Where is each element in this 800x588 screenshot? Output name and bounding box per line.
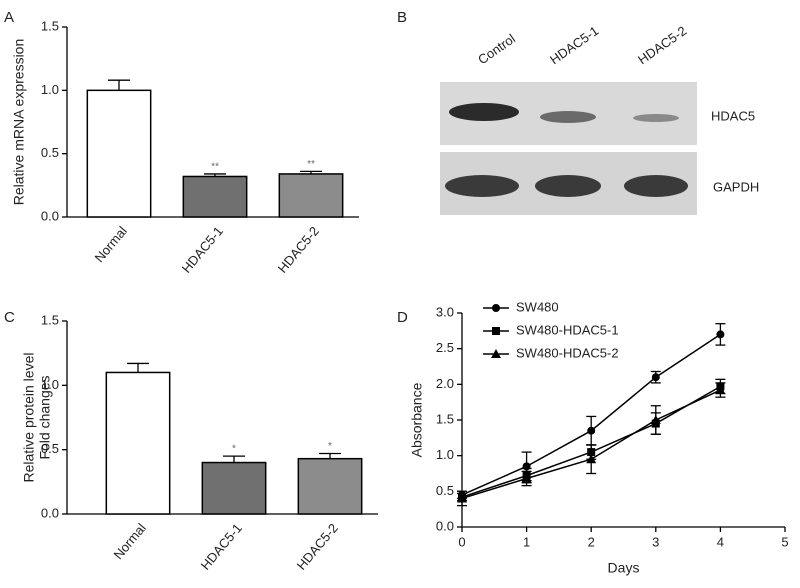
y-tick-label: 0.5 [41, 145, 59, 160]
bar [201, 461, 267, 515]
marker [491, 349, 501, 358]
band-label: HDAC5 [711, 108, 755, 123]
marker [650, 415, 661, 424]
y-tick-label: 0.5 [41, 441, 59, 456]
lane-label: HDAC5-1 [547, 23, 601, 67]
annotation: * [232, 444, 236, 455]
marker [715, 385, 726, 395]
panel-label: B [397, 9, 407, 26]
y-tick-label: 0.0 [41, 208, 59, 223]
x-tick-label: 3 [652, 534, 659, 549]
bar [278, 173, 344, 218]
y-axis-label: Relative mRNA expression [11, 39, 27, 206]
y-tick-label: 1.5 [436, 411, 454, 426]
bar [297, 457, 363, 515]
band-label: GAPDH [713, 179, 759, 194]
band [535, 175, 601, 197]
marker [492, 304, 500, 312]
marker [492, 327, 500, 335]
y-tick-label: 2.5 [436, 340, 454, 355]
y-tick-label: 3.0 [436, 304, 454, 319]
x-tick-label: 4 [717, 534, 724, 549]
x-tick-label: Normal [92, 223, 130, 265]
lane-label: HDAC5-2 [635, 23, 689, 67]
x-tick-label: 0 [458, 534, 465, 549]
marker [587, 426, 596, 435]
bar [182, 175, 248, 218]
x-axis-label: Days [608, 560, 640, 576]
x-tick-label: HDAC5-1 [179, 223, 226, 275]
marker [716, 330, 725, 339]
legend-label: SW480-HDAC5-2 [516, 345, 619, 360]
x-tick-label: HDAC5-1 [198, 520, 245, 572]
y-axis-label: Relative protein level [21, 353, 37, 483]
bar [86, 89, 152, 218]
band [624, 175, 688, 197]
x-tick-label: Normal [111, 520, 149, 562]
y-tick-label: 1.0 [41, 82, 59, 97]
bar [105, 371, 171, 515]
marker [457, 493, 467, 503]
y-tick-label: 1.5 [41, 18, 59, 33]
legend-label: SW480-HDAC5-1 [516, 322, 619, 337]
y-tick-label: 0.0 [41, 505, 59, 520]
band [540, 111, 596, 123]
x-tick-label: HDAC5-2 [275, 223, 322, 275]
marker [651, 373, 660, 382]
annotation: ** [211, 162, 219, 173]
band [449, 103, 519, 121]
annotation: ** [307, 159, 315, 170]
x-tick-label: 2 [588, 534, 595, 549]
legend-label: SW480 [516, 299, 559, 314]
y-tick-label: 1.0 [41, 377, 59, 392]
band [633, 114, 679, 122]
y-axis-label: Absorbance [409, 382, 425, 457]
marker [586, 454, 597, 464]
panel-label: A [4, 9, 14, 26]
y-axis-label: Fold changes [37, 375, 53, 459]
x-tick-label: HDAC5-2 [294, 520, 341, 572]
y-tick-label: 1.5 [41, 312, 59, 327]
panel-label: C [4, 309, 15, 326]
y-tick-label: 1.0 [436, 447, 454, 462]
y-tick-label: 2.0 [436, 376, 454, 391]
annotation: * [328, 441, 332, 452]
x-tick-label: 5 [781, 534, 788, 549]
lane-label: Control [475, 31, 518, 67]
y-tick-label: 0.5 [436, 483, 454, 498]
x-tick-label: 1 [523, 534, 530, 549]
y-tick-label: 0.0 [436, 518, 454, 533]
marker [521, 473, 532, 483]
band [445, 175, 519, 197]
panel-label: D [397, 309, 408, 326]
